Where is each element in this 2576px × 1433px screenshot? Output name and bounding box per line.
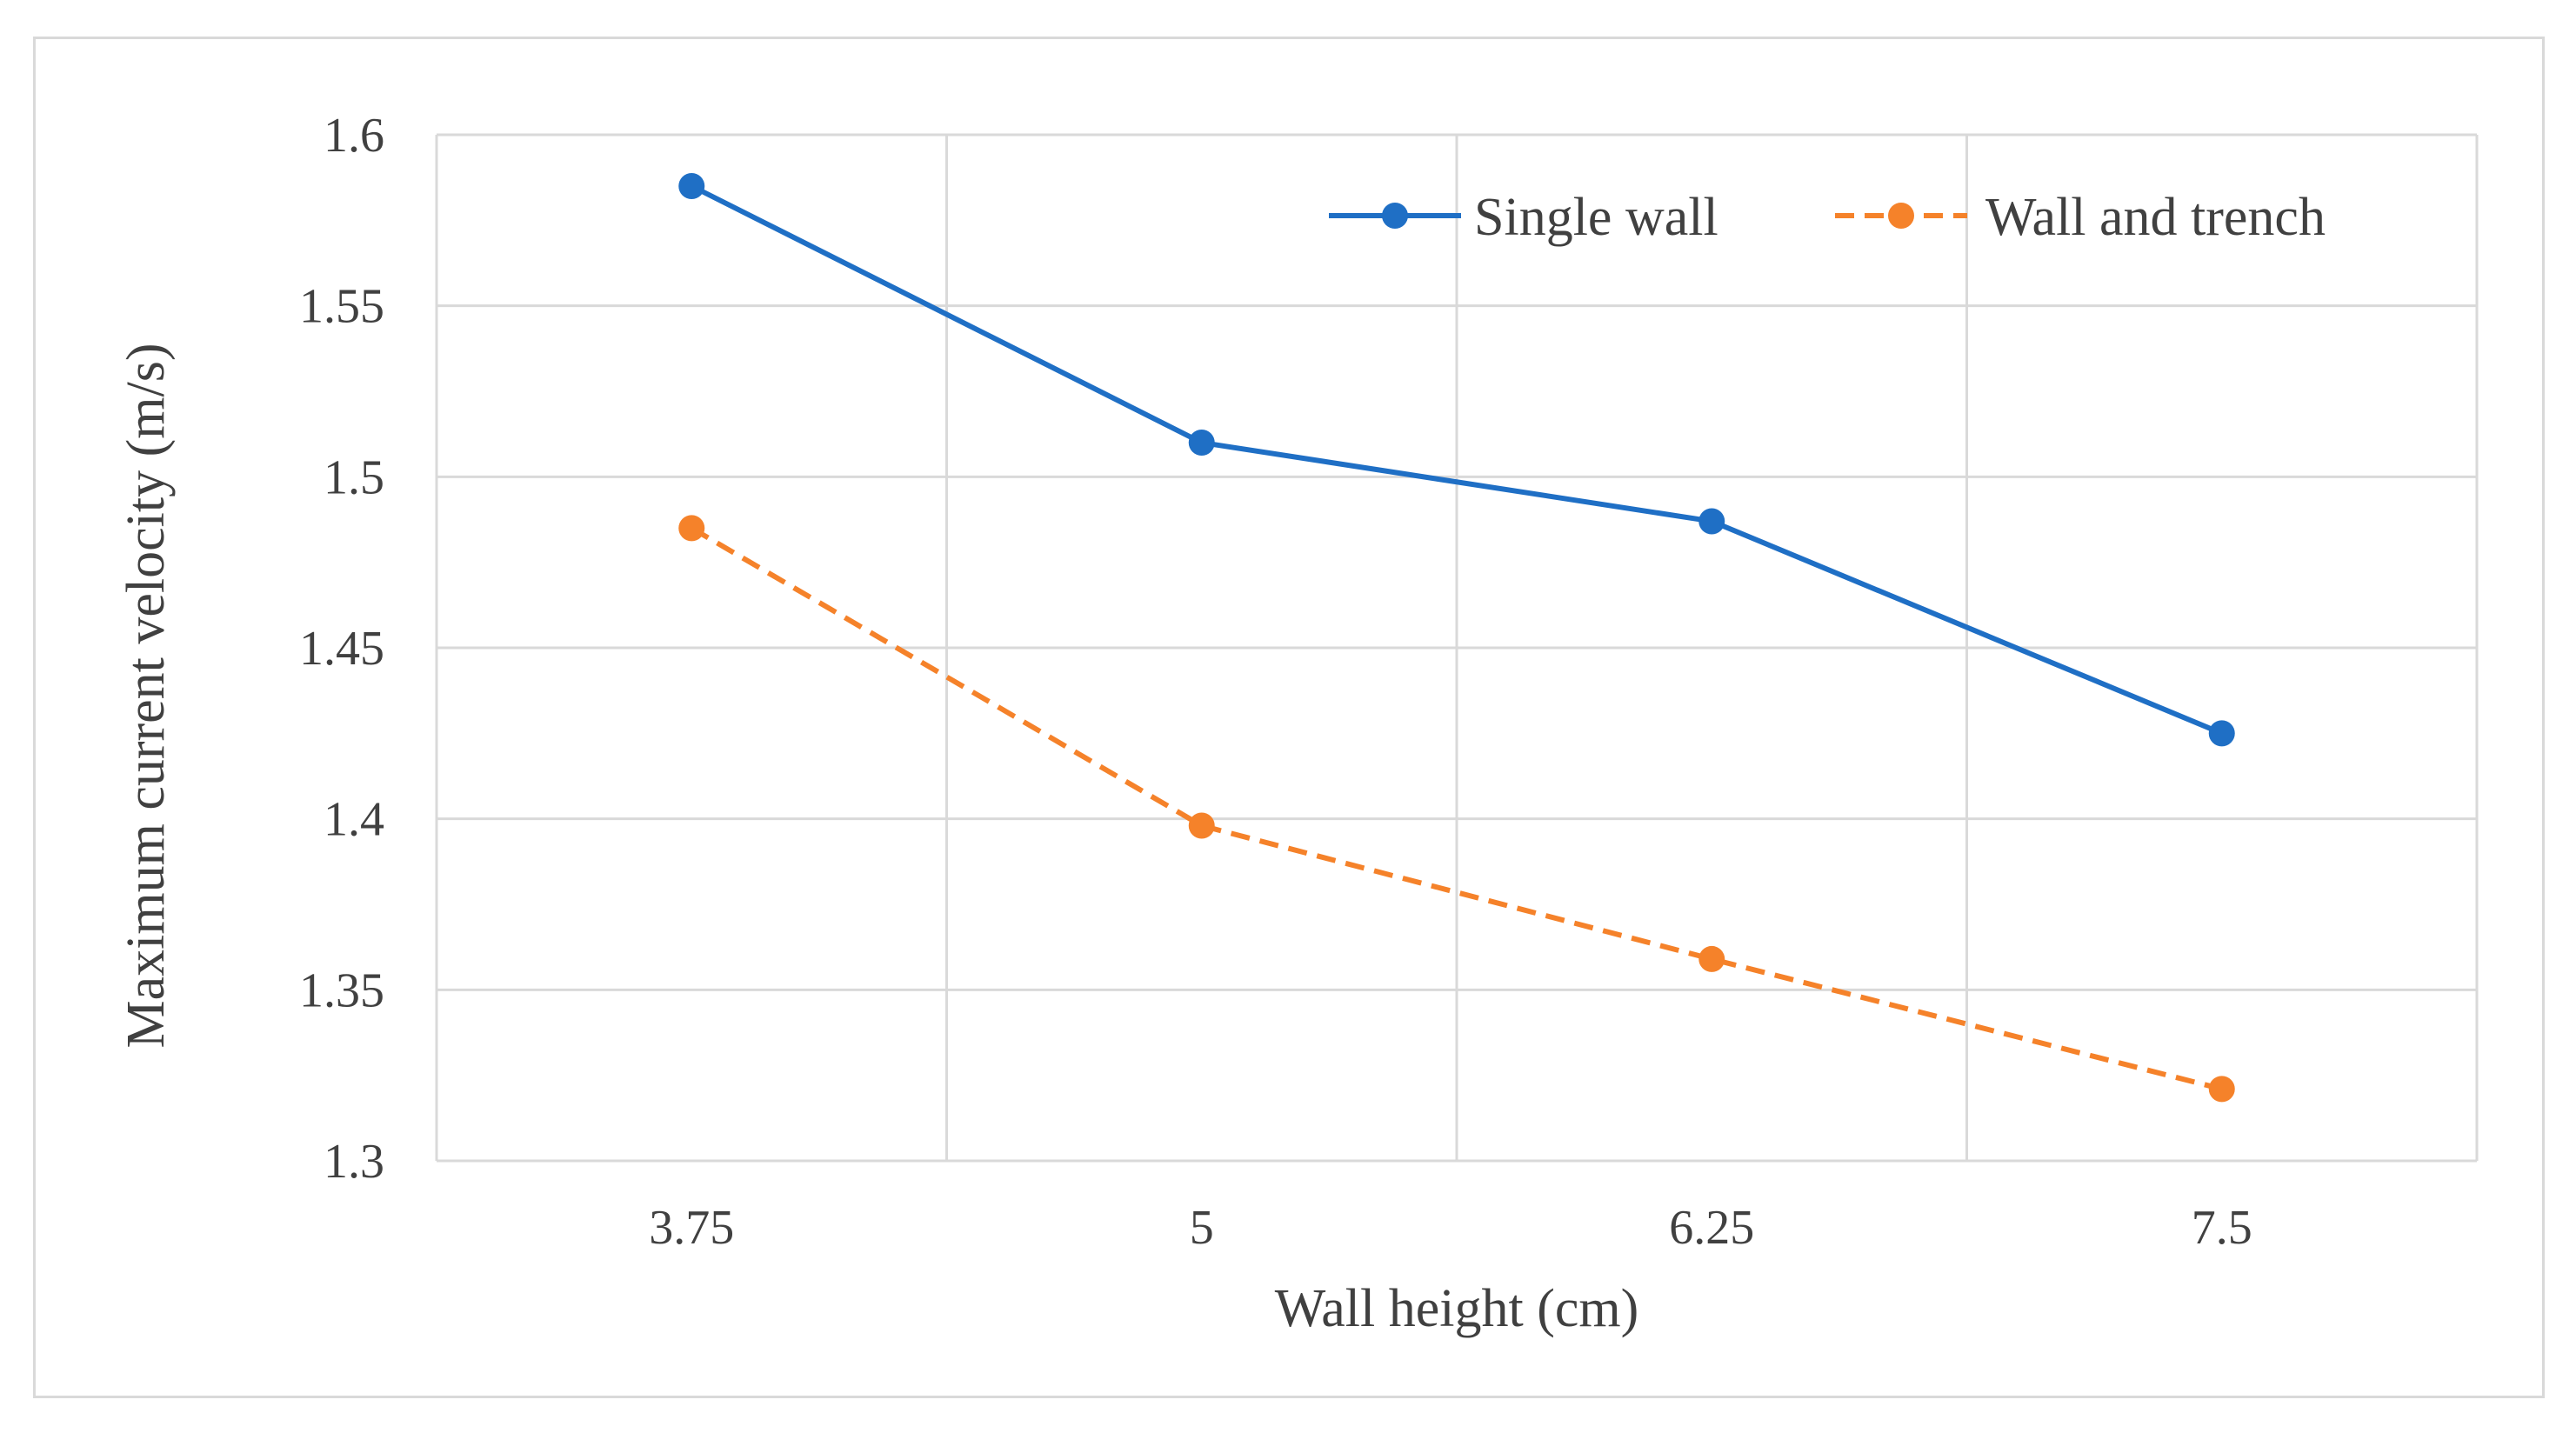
- data-point: [1698, 508, 1725, 535]
- y-tick-label: 1.3: [324, 1135, 384, 1189]
- chart-frame: [33, 37, 2545, 1398]
- x-tick-label: 6.25: [1669, 1201, 1754, 1255]
- data-point: [678, 173, 705, 199]
- data-point: [2208, 720, 2235, 747]
- x-tick-label: 5: [1190, 1201, 1214, 1255]
- legend-marker: [1382, 203, 1408, 229]
- x-tick-label: 3.75: [649, 1201, 734, 1255]
- y-tick-label: 1.4: [324, 793, 384, 847]
- legend-label: Single wall: [1474, 188, 1718, 247]
- data-point: [678, 515, 705, 542]
- y-tick-label: 1.6: [324, 109, 384, 163]
- x-tick-label: 7.5: [2192, 1201, 2252, 1255]
- data-point: [1698, 945, 1725, 972]
- y-tick-label: 1.45: [299, 622, 384, 676]
- series: [678, 173, 2235, 1103]
- data-point: [2208, 1076, 2235, 1103]
- y-axis-title: Maximum current velocity (m/s): [117, 343, 176, 1049]
- y-tick-label: 1.5: [324, 450, 384, 504]
- legend-label: Wall and trench: [1985, 188, 2326, 247]
- y-tick-label: 1.55: [299, 280, 384, 334]
- x-axis-title: Wall height (cm): [1275, 1279, 1639, 1338]
- legend: Single wall Wall and trench: [1329, 188, 2326, 247]
- series-line-1: [690, 183, 2223, 736]
- legend-marker: [1888, 203, 1914, 229]
- legend-item: Single wall: [1329, 188, 1718, 247]
- grid: [435, 133, 2479, 1163]
- legend-item: Wall and trench: [1835, 188, 2326, 247]
- axes: 1.3 1.35 1.4 1.45 1.5 1.55 1.6 3.75 5 6.25 7.5: [299, 109, 2252, 1255]
- data-point: [1188, 812, 1215, 839]
- y-tick-label: 1.35: [299, 963, 384, 1017]
- data-point: [1188, 430, 1215, 456]
